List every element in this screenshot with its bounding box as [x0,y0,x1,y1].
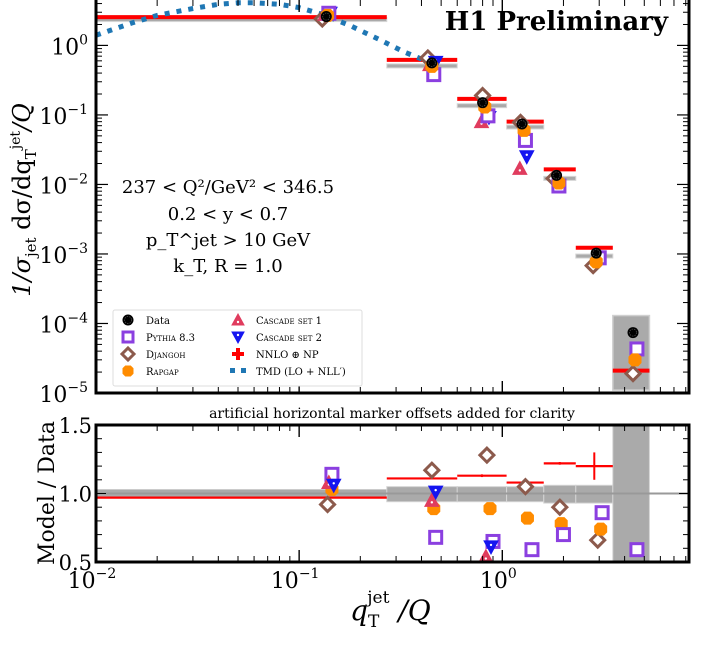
ratio-marker-djangoh [477,446,497,465]
data-point-ring [427,59,436,67]
ratio-plot-area [96,425,689,562]
legend-marker-djangoh [119,345,137,363]
data-point-ring [322,12,331,21]
ratio-marker-djangoh [318,495,337,514]
marker-rapgap [589,255,603,269]
x-tick-label: 10−1 [271,566,320,594]
ratio-marker-djangoh [422,461,441,480]
marker-cascade-set-2-dot [525,153,528,156]
legend-marker-tmd [241,368,246,373]
legend-marker-pythia [121,330,135,344]
legend: Data Pythia 8.3 Djangoh Rapgap Cascade set 1… [112,309,363,387]
ratio-title: artificial horizontal marker offsets add… [209,406,575,422]
ratio-marker-djangoh [588,530,607,550]
legend-marker-cascade2-dot [236,333,240,337]
y-tick-label: 10−2 [39,171,88,199]
h1-preliminary-badge: H1 Preliminary [445,7,669,37]
ratio-marker-pythia-8-3 [594,505,610,521]
legend-label: TMD (LO + NLL′) [256,367,346,378]
ratio-marker-cascade-set-2 [427,485,444,501]
y-tick-label: 10−4 [39,310,88,338]
ratio-marker-cascade-set-2-dot [434,488,437,492]
data-point [516,118,528,130]
ratio-marker-rapgap [594,522,608,536]
legend-marker-cascade1-dot [236,320,240,324]
ratio-marker-pythia-8-3 [555,527,571,543]
annotation-text: k_T, R = 1.0 [173,256,282,277]
ratio-marker-cascade-set-2 [483,540,499,555]
legend-marker-cascade1 [231,312,245,326]
ratio-marker-pythia-8-3 [428,529,444,545]
legend-marker-rapgap [122,365,134,377]
ratio-marker-pythia-8-3 [629,542,645,558]
main-plot-area [96,0,651,391]
main-panel: 100 10−1 10−2 10−3 10−4 10−5 1/σjet dσ/dqTjet/… [8,0,691,408]
ratio-y-axis-label: Model / Data [35,421,60,565]
data-point-ring [629,328,637,337]
ratio-y-tick-label: 1.0 [59,483,92,507]
ratio-marker-rapgap [483,502,497,516]
x-tick-label: 100 [480,566,517,594]
y-tick-label: 100 [51,32,88,60]
annotation-text: p_T^jet > 10 GeV [146,230,311,251]
marker-cascade-set-2 [518,150,535,165]
legend-label: Djangoh [146,350,185,361]
marker-djangoh [623,364,643,383]
marker-cascade-set-1 [511,160,528,175]
legend-marker-data [122,314,134,326]
data-point [477,97,489,109]
data-point-ring [518,120,526,128]
legend-marker-data-ring [124,316,132,324]
ratio-panel: artificial horizontal marker offsets add… [35,406,691,632]
ratio-marker-pythia-8-3 [524,542,540,558]
marker-rapgap [628,353,642,367]
annotation-text: 0.2 < y < 0.7 [168,204,288,225]
data-point-ring [552,171,561,180]
x-tick-label: 10−2 [68,566,117,594]
ratio-y-tick-label: 0.5 [59,551,92,575]
ratio-marker-cascade-set-2-dot [489,543,493,547]
y-tick-label: 10−1 [39,102,88,130]
data-point-ring [592,249,601,257]
data-point-ring [478,98,487,107]
data-point [551,169,563,181]
ratio-marker-djangoh [550,498,569,517]
legend-label: Cascade set 1 [256,316,322,327]
ratio-marker-cascade-set-2-dot [332,482,335,485]
ratio-marker-cascade-set-1 [424,492,440,507]
data-point [590,247,602,259]
main-axes-frame [94,0,691,395]
legend-label: NNLO ⊕ NP [256,350,319,361]
ratio-marker-cascade-set-2 [325,478,342,494]
data-point [320,11,332,23]
ratio-marker-cascade-set-1-dot [484,557,488,560]
ratio-y-tick-label: 1.5 [59,414,92,438]
legend-marker-tmd [230,368,235,373]
legend-label: Pythia 8.3 [146,333,195,344]
marker-pythia-8-3 [629,341,645,357]
data-syst-band [386,63,458,69]
ratio-marker-rapgap [520,511,534,525]
y-tick-label: 10−5 [39,380,88,408]
y-axis-label: 1/σjet dσ/dqTjet/Q [8,103,40,297]
legend-marker-nnlo-v [236,348,240,360]
data-point [627,327,639,339]
legend-label: Rapgap [146,367,179,378]
x-axis-label: qTjet /Q [350,588,431,632]
legend-label: Data [146,316,170,327]
marker-cascade-set-1-dot [518,169,522,172]
ratio-marker-cascade-set-1-dot [430,501,434,504]
y-tick-label: 10−3 [39,241,88,269]
data-point [426,57,438,69]
annotation-text: 237 < Q²/GeV² < 346.5 [122,177,334,198]
tmd-curve [96,0,427,64]
ratio-marker-djangoh [516,477,535,496]
legend-marker-cascade2 [231,331,245,345]
legend-label: Cascade set 2 [256,333,322,344]
